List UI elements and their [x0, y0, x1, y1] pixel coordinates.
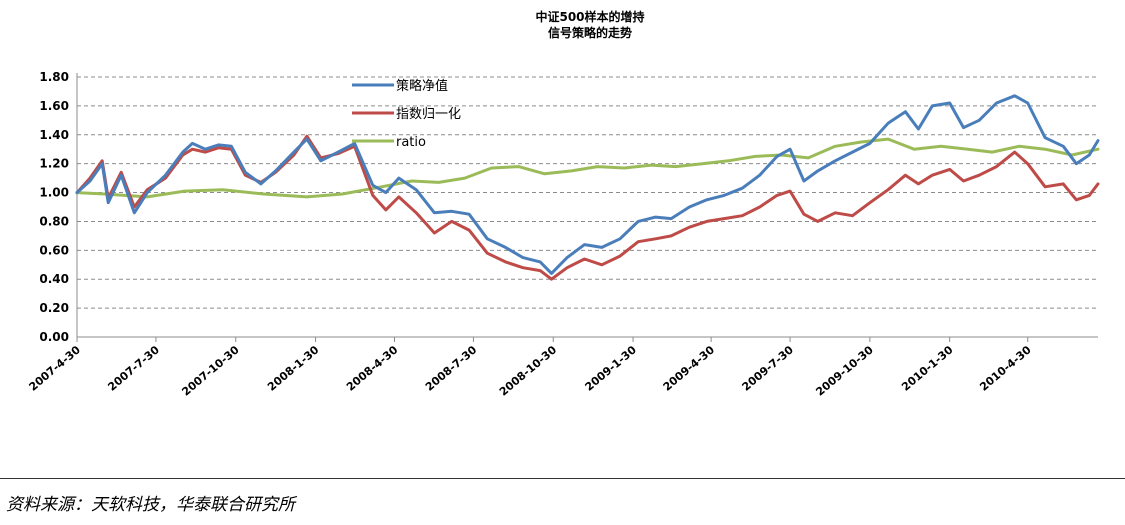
chart: 中证500样本的增持 信号策略的走势 0.00 0.20 0.40 0.60 0.80 1… — [27, 9, 1100, 399]
x-tick-label: 2007-10-30 — [179, 343, 242, 398]
source-note: 资料来源：天软科技，华泰联合研究所 — [6, 495, 295, 515]
chart-title-line-1: 中证500样本的增持 — [535, 9, 644, 24]
x-tick-label: 2009-1-30 — [583, 343, 640, 393]
series-line-2 — [75, 137, 1100, 199]
chart-title-line-2: 信号策略的走势 — [548, 25, 632, 40]
x-tick-label: 2008-1-30 — [265, 343, 322, 393]
source-divider — [0, 478, 1125, 479]
x-tick-label: 2008-7-30 — [423, 343, 480, 393]
y-tick-label: 0.40 — [39, 272, 69, 286]
x-tick-label: 2010-1-30 — [899, 343, 956, 393]
grid-lines — [77, 76, 1098, 309]
legend-label-1: 指数归一化 — [396, 107, 461, 122]
x-tick-label: 2008-10-30 — [497, 343, 560, 398]
series-lines — [75, 94, 1100, 281]
y-tick-label: 0.80 — [39, 214, 69, 228]
legend-label-2: ratio — [396, 135, 426, 150]
y-tick-label: 1.80 — [39, 70, 69, 84]
x-tick-label: 2008-4-30 — [344, 343, 401, 393]
x-tick-label: 2007-7-30 — [105, 343, 162, 393]
y-tick-label: 0.00 — [39, 330, 69, 344]
axes: 0.00 0.20 0.40 0.60 0.80 1.00 1.20 1.40 1.60 1.80… — [27, 70, 1098, 399]
x-tick-label: 2009-7-30 — [740, 343, 797, 393]
x-tick-label: 2010-4-30 — [977, 343, 1034, 393]
legend-label-0: 策略净值 — [396, 78, 448, 94]
y-tick-label: 1.00 — [39, 186, 69, 200]
y-tick-label: 1.40 — [39, 128, 69, 142]
series-line-1 — [75, 134, 1100, 281]
x-tick-label: 2007-4-30 — [27, 343, 84, 393]
y-tick-label: 1.60 — [39, 99, 69, 113]
y-tick-label: 1.20 — [39, 157, 69, 171]
y-tick-label: 0.20 — [39, 301, 69, 315]
y-tick-label: 0.60 — [39, 243, 69, 257]
series-line-0 — [75, 94, 1100, 275]
x-tick-label: 2009-10-30 — [814, 343, 877, 398]
x-tick-label: 2009-4-30 — [661, 343, 718, 393]
